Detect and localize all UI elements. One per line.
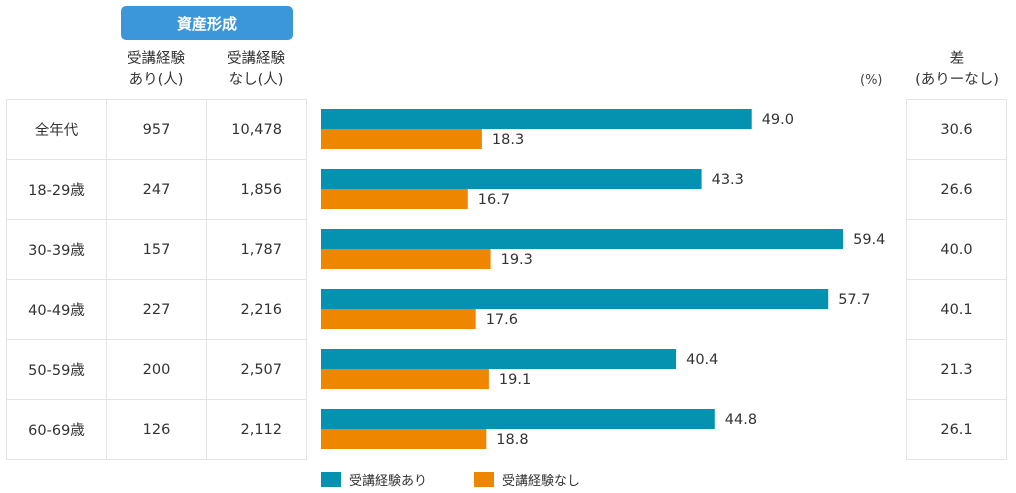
legend-item-without: 受講経験なし xyxy=(474,470,580,489)
legend-swatch-without xyxy=(474,472,494,487)
count-table: 全年代 957 10,478 18-29歳 247 1,856 30-39歳 157 1,787… xyxy=(6,99,307,460)
data-label: 49.0 xyxy=(762,112,794,128)
diff-table: 30.6 26.6 40.0 40.1 21.3 26.1 xyxy=(906,99,1007,460)
diff-row: 21.3 xyxy=(906,339,1007,400)
diff-value: 26.1 xyxy=(906,399,1007,460)
column-header-with-line2: あり(人) xyxy=(128,72,184,88)
age-label: 50-59歳 xyxy=(6,339,107,400)
column-header-without-line1: 受講経験 xyxy=(227,51,285,67)
data-label: 19.3 xyxy=(501,252,533,268)
section-title: 資産形成 xyxy=(121,6,293,40)
bar-without xyxy=(321,369,489,389)
data-label: 59.4 xyxy=(853,232,885,248)
age-label: 全年代 xyxy=(6,99,107,160)
diff-value: 30.6 xyxy=(906,99,1007,160)
diff-value: 40.0 xyxy=(906,219,1007,280)
table-row: 30-39歳 157 1,787 xyxy=(6,219,307,280)
bar-with xyxy=(321,229,844,249)
data-label: 18.3 xyxy=(492,132,524,148)
table-row: 50-59歳 200 2,507 xyxy=(6,339,307,400)
with-count: 247 xyxy=(106,159,207,220)
unit-label: (%) xyxy=(860,73,883,88)
legend-item-with: 受講経験あり xyxy=(321,470,427,489)
data-label: 57.7 xyxy=(838,292,870,308)
diff-header: 差 (ありーなし) xyxy=(902,49,1012,91)
diff-value: 21.3 xyxy=(906,339,1007,400)
table-row: 60-69歳 126 2,112 xyxy=(6,399,307,460)
diff-header-line1: 差 xyxy=(949,51,965,67)
bar-with xyxy=(321,109,752,129)
data-label: 44.8 xyxy=(725,412,757,428)
without-count: 2,507 xyxy=(206,339,307,400)
age-label: 30-39歳 xyxy=(6,219,107,280)
bar-with xyxy=(321,169,702,189)
diff-row: 30.6 xyxy=(906,99,1007,160)
with-count: 227 xyxy=(106,279,207,340)
age-label: 60-69歳 xyxy=(6,399,107,460)
table-row: 18-29歳 247 1,856 xyxy=(6,159,307,220)
bar-without xyxy=(321,309,476,329)
data-label: 43.3 xyxy=(712,172,744,188)
with-count: 200 xyxy=(106,339,207,400)
bar-with xyxy=(321,289,829,309)
diff-header-line2: (ありーなし) xyxy=(915,72,999,88)
data-label: 17.6 xyxy=(486,312,518,328)
data-label: 40.4 xyxy=(686,352,718,368)
column-header-with-line1: 受講経験 xyxy=(127,51,185,67)
diff-row: 26.1 xyxy=(906,399,1007,460)
bar-with xyxy=(321,349,677,369)
table-row: 40-49歳 227 2,216 xyxy=(6,279,307,340)
bar-without xyxy=(321,129,482,149)
legend-label-without: 受講経験なし xyxy=(502,474,581,489)
column-header-with: 受講経験 あり(人) xyxy=(106,49,206,91)
without-count: 1,856 xyxy=(206,159,307,220)
age-label: 18-29歳 xyxy=(6,159,107,220)
with-count: 126 xyxy=(106,399,207,460)
bar-without xyxy=(321,249,491,269)
data-label: 18.8 xyxy=(496,432,528,448)
without-count: 2,112 xyxy=(206,399,307,460)
bar-without xyxy=(321,189,468,209)
legend-swatch-with xyxy=(321,472,341,487)
diff-row: 40.0 xyxy=(906,219,1007,280)
bar-without xyxy=(321,429,487,449)
data-label: 16.7 xyxy=(478,192,510,208)
legend-label-with: 受講経験あり xyxy=(349,474,428,489)
column-header-without: 受講経験 なし(人) xyxy=(206,49,306,91)
data-label: 19.1 xyxy=(499,372,531,388)
without-count: 1,787 xyxy=(206,219,307,280)
column-header-without-line2: なし(人) xyxy=(228,72,284,88)
bar-with xyxy=(321,409,715,429)
without-count: 2,216 xyxy=(206,279,307,340)
